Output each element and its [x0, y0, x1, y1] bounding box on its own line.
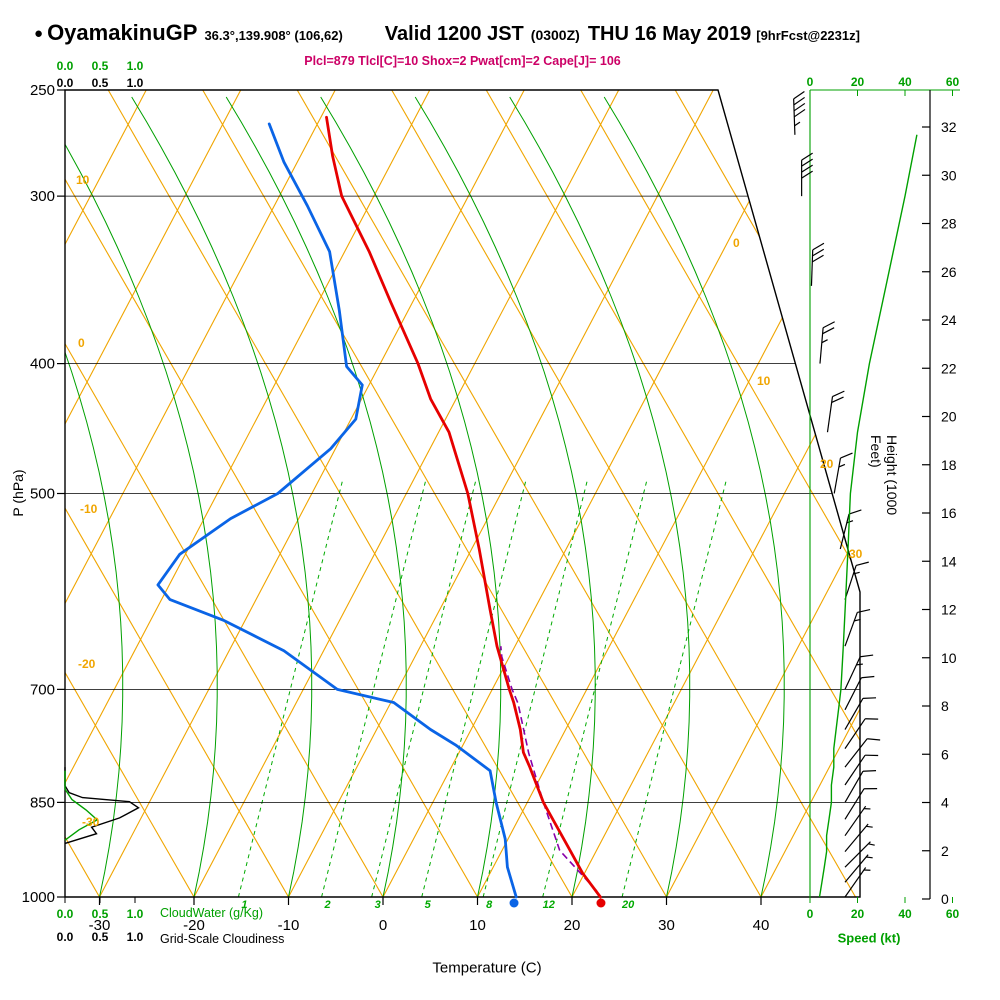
svg-text:0.0: 0.0 [57, 76, 74, 90]
svg-text:-20: -20 [78, 657, 96, 671]
station-coords: 36.3°,139.908° (106,62) [204, 28, 343, 43]
svg-text:0: 0 [78, 336, 85, 350]
svg-text:2: 2 [941, 843, 949, 859]
svg-text:40: 40 [753, 917, 770, 934]
svg-text:10: 10 [76, 173, 90, 187]
svg-text:30: 30 [941, 167, 957, 183]
svg-text:0.0: 0.0 [57, 930, 74, 944]
forecast-ref: [9hrFcst@2231z] [756, 28, 860, 43]
svg-text:8: 8 [941, 698, 949, 714]
svg-text:26: 26 [941, 264, 957, 280]
svg-text:0: 0 [807, 907, 814, 921]
svg-text:0: 0 [379, 917, 387, 934]
svg-text:-30: -30 [89, 917, 111, 934]
svg-text:1: 1 [241, 899, 247, 911]
svg-text:10: 10 [757, 374, 771, 388]
valid-time-z: (0300Z) [530, 27, 580, 43]
temperature-axis-label: Temperature (C) [432, 959, 542, 977]
svg-text:20: 20 [851, 75, 865, 89]
svg-text:6: 6 [941, 746, 949, 762]
svg-text:500: 500 [30, 486, 55, 503]
svg-text:20: 20 [851, 907, 865, 921]
svg-text:0: 0 [733, 236, 740, 250]
svg-text:14: 14 [941, 553, 957, 569]
svg-text:12: 12 [941, 602, 957, 618]
svg-text:1.0: 1.0 [127, 59, 144, 73]
speed-axis-label: Speed (kt) [837, 930, 901, 946]
svg-text:10: 10 [941, 650, 957, 666]
cloudiness-legend: Grid-Scale Cloudiness [160, 932, 285, 946]
svg-text:250: 250 [30, 82, 55, 99]
svg-text:0.5: 0.5 [92, 907, 109, 921]
svg-text:850: 850 [30, 794, 55, 811]
svg-text:32: 32 [941, 119, 957, 135]
svg-text:0: 0 [807, 75, 814, 89]
pressure-axis-label: P (hPa) [10, 469, 26, 517]
svg-text:-10: -10 [278, 917, 300, 934]
station-marker-icon: ● [34, 25, 44, 42]
svg-text:18: 18 [941, 457, 957, 473]
svg-text:60: 60 [946, 907, 960, 921]
svg-text:20: 20 [941, 409, 957, 425]
svg-text:5: 5 [425, 899, 432, 911]
station-name: OyamakinuGP [47, 20, 198, 45]
height-axis-label: Height (1000 Feet) [868, 435, 900, 516]
svg-text:10: 10 [469, 917, 486, 934]
svg-text:0.0: 0.0 [57, 59, 74, 73]
svg-text:1.0: 1.0 [127, 907, 144, 921]
valid-date: THU 16 May 2019 [587, 23, 752, 45]
svg-text:3: 3 [375, 899, 381, 911]
svg-text:300: 300 [30, 188, 55, 205]
svg-text:1000: 1000 [22, 889, 55, 906]
svg-text:20: 20 [820, 457, 834, 471]
plot-frame [64, 89, 960, 899]
wind-barbs [793, 90, 918, 898]
svg-text:1.0: 1.0 [127, 76, 144, 90]
svg-text:30: 30 [849, 547, 863, 561]
cloud-profiles [64, 767, 140, 845]
svg-text:0.5: 0.5 [92, 930, 109, 944]
svg-text:1.0: 1.0 [127, 930, 144, 944]
svg-text:20: 20 [564, 917, 581, 934]
valid-time: Valid 1200 JST [384, 23, 524, 45]
svg-text:0.0: 0.0 [57, 907, 74, 921]
cloudwater-legend: CloudWater (g/Kg) [160, 906, 264, 920]
svg-text:24: 24 [941, 312, 957, 328]
svg-text:28: 28 [941, 216, 957, 232]
svg-text:20: 20 [621, 899, 635, 911]
svg-text:16: 16 [941, 505, 957, 521]
svg-text:30: 30 [658, 917, 675, 934]
svg-text:12: 12 [543, 899, 555, 911]
axis-ticks-and-labels: 1 2 3 5 8 12 200102030100-10-20-30250300400500… [22, 59, 960, 944]
svg-text:40: 40 [898, 907, 912, 921]
sounding-indices: Plcl=879 Tlcl[C]=10 Shox=2 Pwat[cm]=2 Ca… [304, 54, 621, 68]
svg-text:-20: -20 [183, 917, 205, 934]
svg-text:22: 22 [941, 360, 957, 376]
svg-text:400: 400 [30, 356, 55, 373]
svg-text:2: 2 [324, 899, 331, 911]
chart-title: ● OyamakinuGP 36.3°,139.908° (106,62) Valid… [34, 20, 860, 46]
svg-text:-30: -30 [82, 815, 100, 829]
svg-text:60: 60 [946, 75, 960, 89]
svg-text:40: 40 [898, 75, 912, 89]
svg-text:8: 8 [486, 899, 493, 911]
svg-text:0.5: 0.5 [92, 59, 109, 73]
svg-text:-10: -10 [80, 502, 98, 516]
svg-text:4: 4 [941, 795, 949, 811]
svg-text:0: 0 [941, 891, 949, 907]
svg-text:0.5: 0.5 [92, 76, 109, 90]
svg-text:700: 700 [30, 681, 55, 698]
sounding-profiles [156, 115, 606, 908]
